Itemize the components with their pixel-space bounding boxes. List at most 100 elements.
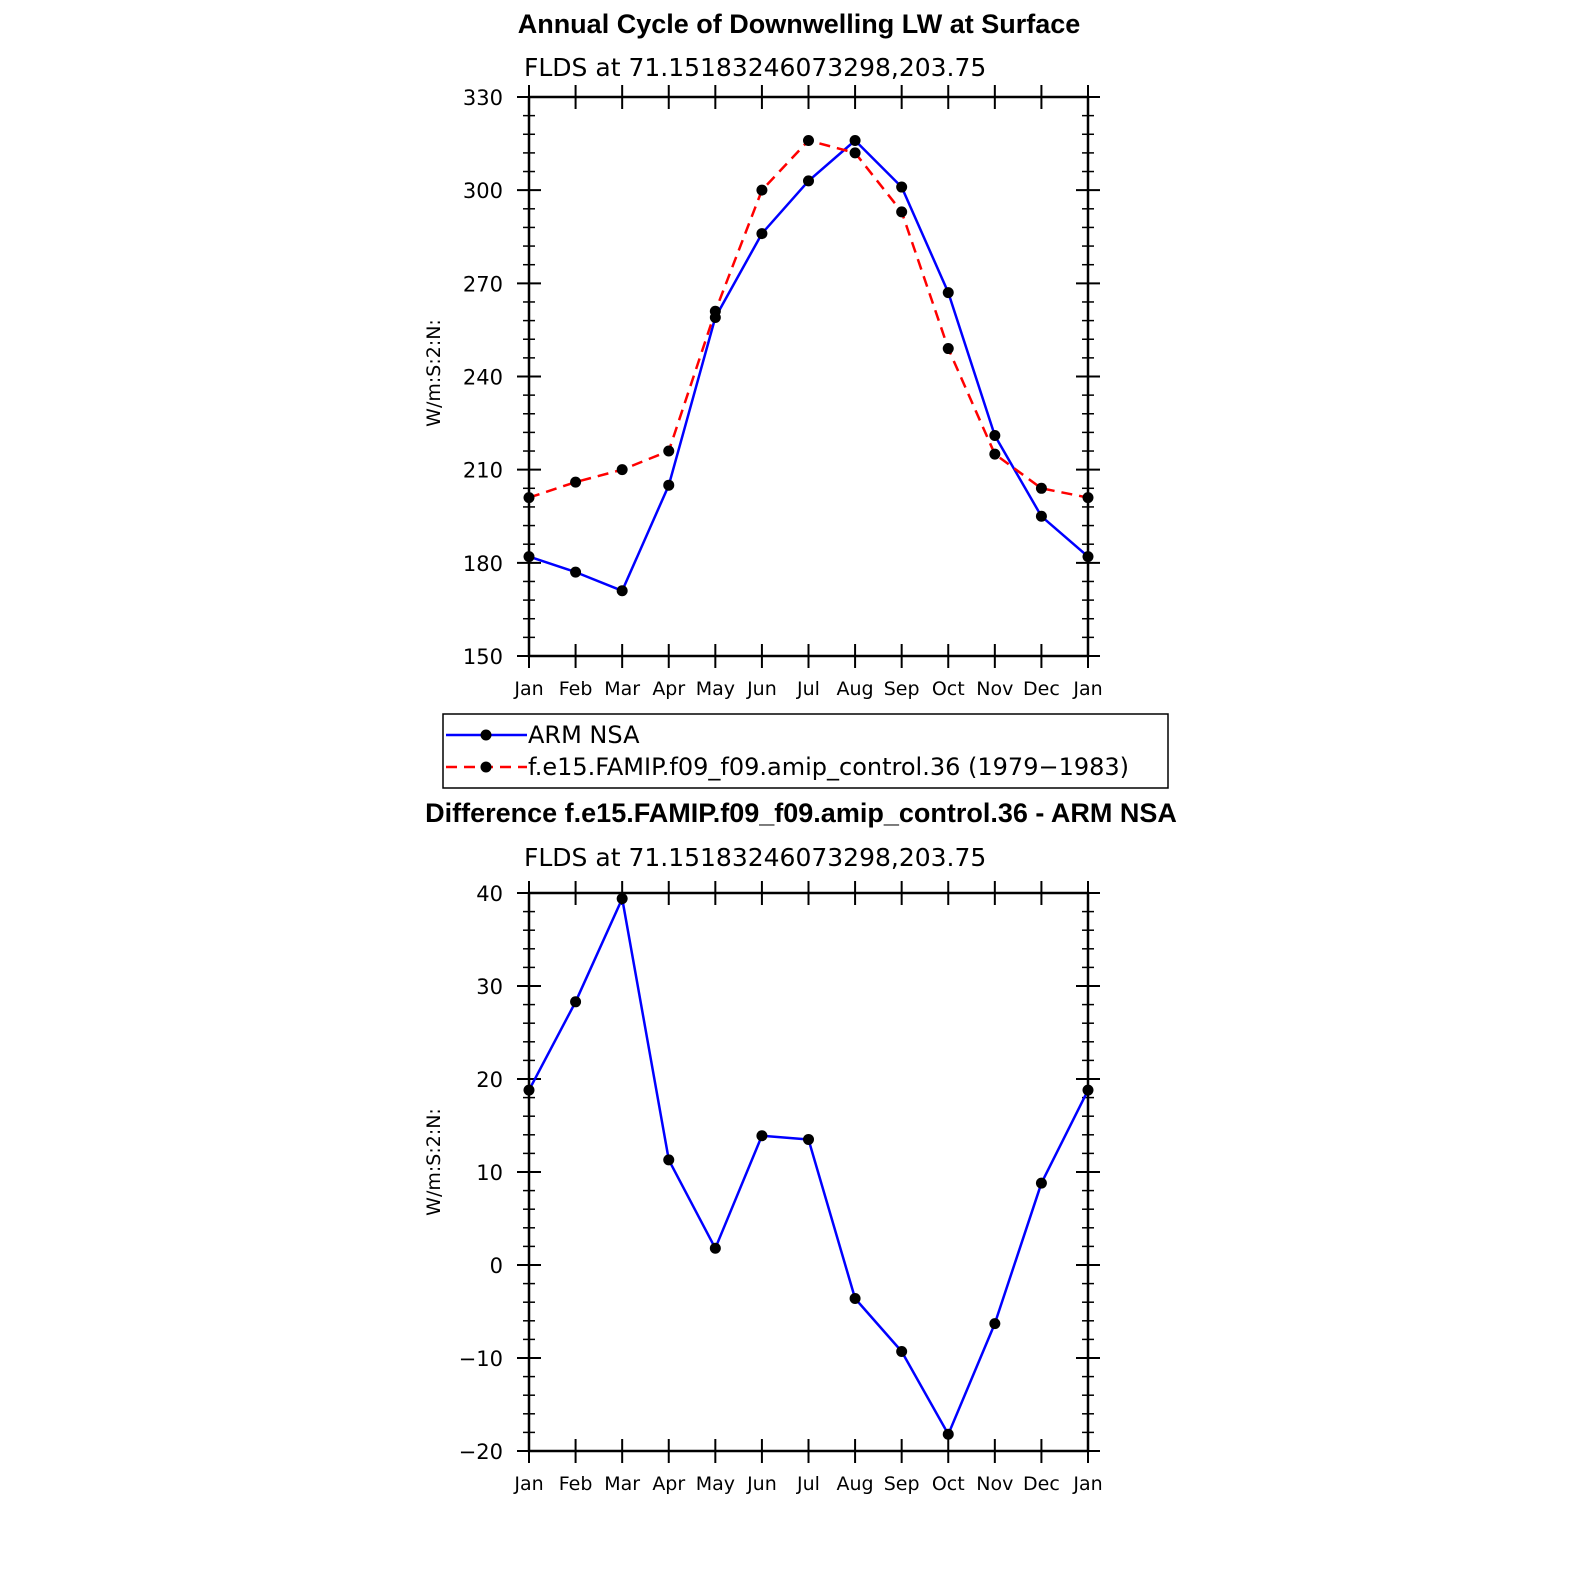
y-tick-label: 0 xyxy=(490,1254,503,1278)
data-point xyxy=(896,1345,908,1357)
data-point xyxy=(709,305,721,317)
data-point xyxy=(1035,510,1047,522)
y-tick-label: 270 xyxy=(463,272,503,296)
x-tick-label: Mar xyxy=(604,1473,640,1495)
legend-marker-arm-nsa xyxy=(480,729,492,741)
data-point xyxy=(523,1084,535,1096)
x-tick-label: Sep xyxy=(884,1473,920,1495)
y-axis-label: W/m:S:2:N: xyxy=(423,319,445,427)
x-tick-label: Dec xyxy=(1023,678,1060,700)
data-point xyxy=(756,1130,768,1142)
x-tick-label: Dec xyxy=(1023,1473,1060,1495)
x-tick-label: Jun xyxy=(746,1473,777,1495)
x-tick-label: Apr xyxy=(652,1473,685,1495)
y-tick-label: −10 xyxy=(459,1347,503,1371)
legend-label-famip: f.e15.FAMIP.f09_f09.amip_control.36 (197… xyxy=(528,753,1129,781)
data-point xyxy=(616,585,628,597)
data-point xyxy=(663,445,675,457)
data-point xyxy=(570,566,582,578)
series-line xyxy=(527,897,1090,1436)
y-tick-label: −20 xyxy=(459,1440,503,1464)
data-point xyxy=(989,1318,1001,1330)
data-point xyxy=(942,287,954,299)
data-point xyxy=(616,464,628,476)
y-tick-label: 240 xyxy=(463,366,503,390)
x-tick-label: Nov xyxy=(976,678,1013,700)
x-tick-label: Sep xyxy=(884,678,920,700)
y-tick-label: 210 xyxy=(463,459,503,483)
series-line xyxy=(528,139,1089,499)
data-point xyxy=(896,181,908,193)
annual-cycle-chart: Annual Cycle of Downwelling LW at Surfac… xyxy=(423,9,1103,700)
x-tick-label: Jul xyxy=(796,1473,820,1495)
chart-title: Annual Cycle of Downwelling LW at Surfac… xyxy=(518,9,1081,39)
data-point xyxy=(663,1154,675,1166)
data-point xyxy=(570,996,582,1008)
legend-label-arm-nsa: ARM NSA xyxy=(528,721,640,749)
data-point xyxy=(523,551,535,563)
data-point xyxy=(849,147,861,159)
data-point xyxy=(989,448,1001,460)
x-tick-label: May xyxy=(696,678,735,700)
data-point xyxy=(523,492,535,504)
x-tick-label: Jun xyxy=(746,678,777,700)
data-point xyxy=(1082,492,1094,504)
x-tick-label: Jul xyxy=(796,678,820,700)
data-point xyxy=(1035,1177,1047,1189)
data-point xyxy=(1082,551,1094,563)
x-tick-label: Mar xyxy=(604,678,640,700)
y-tick-label: 150 xyxy=(463,645,503,669)
y-axis-label: W/m:S:2:N: xyxy=(423,1108,445,1216)
series-lines xyxy=(523,893,1094,1440)
data-point xyxy=(1035,482,1047,494)
x-tick-label: Jan xyxy=(513,678,543,700)
legend-box xyxy=(442,713,1169,789)
y-tick-label: 300 xyxy=(463,179,503,203)
y-tick-label: 180 xyxy=(463,552,503,576)
plot-area: −20 −10 0 10 20 30 40 Jan Feb Mar Apr May Jun Jul Aug S… xyxy=(459,881,1103,1495)
x-tick-label: Jan xyxy=(1072,1473,1102,1495)
y-tick-label: 330 xyxy=(463,86,503,110)
x-tick-label: Feb xyxy=(559,678,593,700)
series-line xyxy=(528,139,1089,593)
data-point xyxy=(709,1242,721,1254)
x-tick-label: May xyxy=(696,1473,735,1495)
data-point xyxy=(570,476,582,488)
chart-title: Difference f.e15.FAMIP.f09_f09.amip_cont… xyxy=(425,798,1177,828)
data-point xyxy=(803,175,814,187)
data-point xyxy=(803,1133,814,1145)
data-point xyxy=(756,228,768,240)
data-point xyxy=(756,184,768,196)
data-point xyxy=(616,893,628,905)
x-tick-label: Apr xyxy=(652,678,685,700)
difference-chart: Difference f.e15.FAMIP.f09_f09.amip_cont… xyxy=(423,798,1177,1495)
x-tick-label: Oct xyxy=(932,678,965,700)
x-tick-label: Jan xyxy=(1072,678,1102,700)
x-tick-label: Oct xyxy=(932,1473,965,1495)
x-tick-label: Aug xyxy=(837,1473,874,1495)
chart-subtitle: FLDS at 71.15183246073298,203.75 xyxy=(524,843,986,872)
plot-frame xyxy=(527,891,1090,1453)
y-tick-label: 10 xyxy=(476,1161,503,1185)
data-point xyxy=(989,430,1001,442)
chart-subtitle: FLDS at 71.15183246073298,203.75 xyxy=(524,53,986,82)
data-point xyxy=(849,134,861,146)
data-point xyxy=(942,343,954,355)
y-tick-label: 40 xyxy=(476,882,503,906)
data-point xyxy=(896,206,908,218)
y-tick-label: 30 xyxy=(476,975,503,999)
data-point xyxy=(849,1292,861,1304)
legend: ARM NSA f.e15.FAMIP.f09_f09.amip_control… xyxy=(442,713,1169,789)
data-point xyxy=(942,1428,954,1440)
plot-area: 150 180 210 240 270 300 330 Jan Feb Mar Apr May Jun J… xyxy=(463,85,1103,700)
data-point xyxy=(663,479,675,491)
x-tick-label: Feb xyxy=(559,1473,593,1495)
x-tick-label: Jan xyxy=(513,1473,543,1495)
data-point xyxy=(1082,1084,1094,1096)
y-tick-label: 20 xyxy=(476,1068,503,1092)
data-point xyxy=(803,134,814,146)
series-lines xyxy=(523,134,1094,597)
legend-marker-famip xyxy=(480,761,492,773)
x-tick-label: Aug xyxy=(837,678,874,700)
